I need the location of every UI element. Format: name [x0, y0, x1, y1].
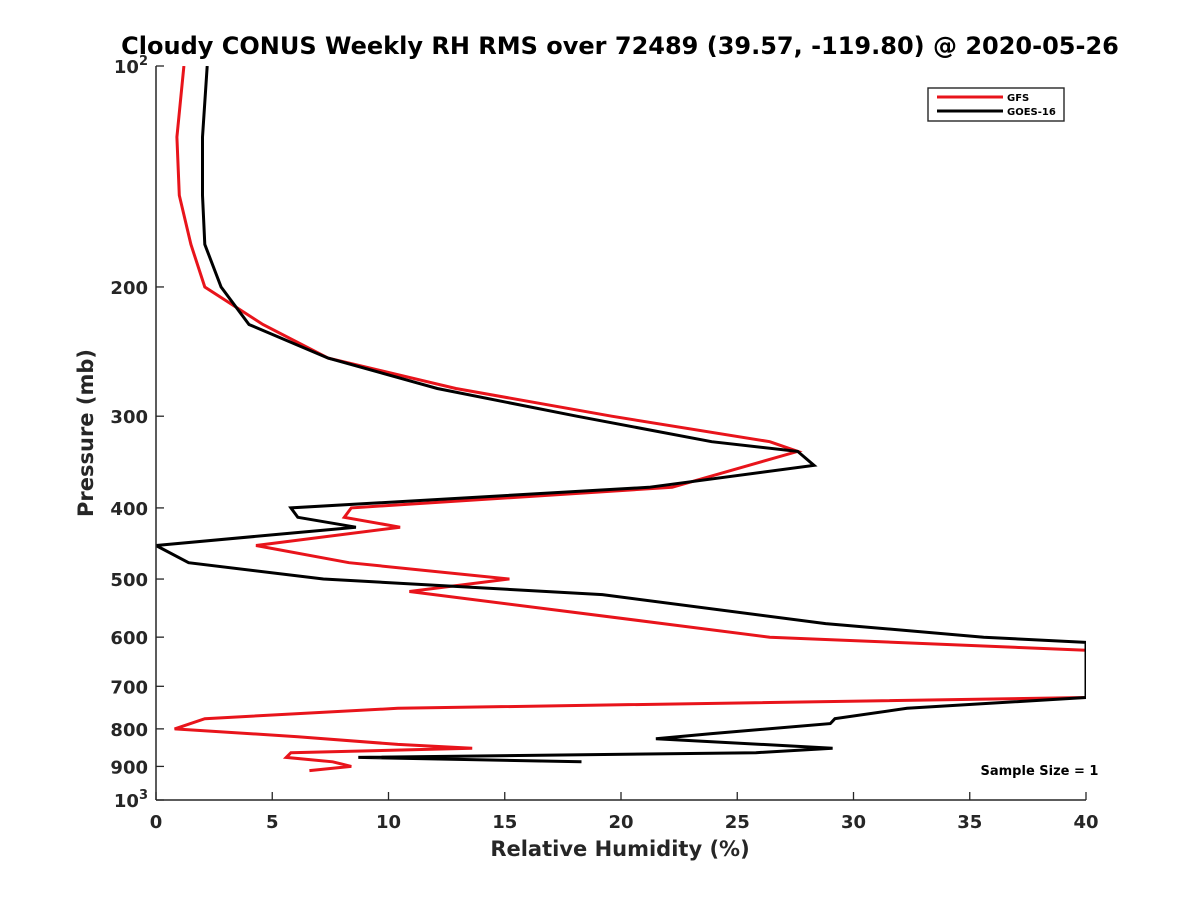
y-tick-label: 500: [110, 570, 148, 591]
sample-size-annotation: Sample Size = 1: [981, 764, 1099, 779]
y-tick-label: 103: [114, 788, 148, 812]
x-tick-label: 15: [492, 812, 517, 833]
series-layer: [156, 66, 1086, 773]
y-tick-label: 900: [110, 757, 148, 778]
x-tick-label: 5: [266, 812, 279, 833]
y-tick-label: 600: [110, 628, 148, 649]
y-tick-label: 200: [110, 278, 148, 299]
series-line-gfs: [174, 66, 1086, 773]
legend-box: [927, 87, 1065, 122]
x-tick-label: 25: [725, 812, 750, 833]
series-line-goes16: [156, 66, 1086, 764]
y-tick-label: 300: [110, 407, 148, 428]
legend: GFS GOES-16: [927, 87, 1065, 122]
x-tick-label: 40: [1073, 812, 1098, 833]
axes: 0 5 10 15 20 25 30 35 40 102 200 300 400 500 600 700 800…: [110, 54, 1098, 833]
x-tick-label: 0: [150, 812, 163, 833]
x-tick-label: 30: [841, 812, 866, 833]
y-tick-label: 800: [110, 720, 148, 741]
legend-label-gfs: GFS: [1007, 93, 1029, 104]
x-tick-label: 10: [376, 812, 401, 833]
legend-label-goes16: GOES-16: [1007, 107, 1056, 118]
y-tick-label: 700: [110, 677, 148, 698]
x-tick-label: 35: [957, 812, 982, 833]
chart-title: Cloudy CONUS Weekly RH RMS over 72489 (3…: [121, 32, 1119, 60]
y-axis-label: Pressure (mb): [74, 349, 98, 517]
x-axis-label: Relative Humidity (%): [490, 837, 749, 861]
y-tick-label: 400: [110, 499, 148, 520]
y-tick-label: 102: [114, 54, 148, 78]
x-tick-label: 20: [608, 812, 633, 833]
